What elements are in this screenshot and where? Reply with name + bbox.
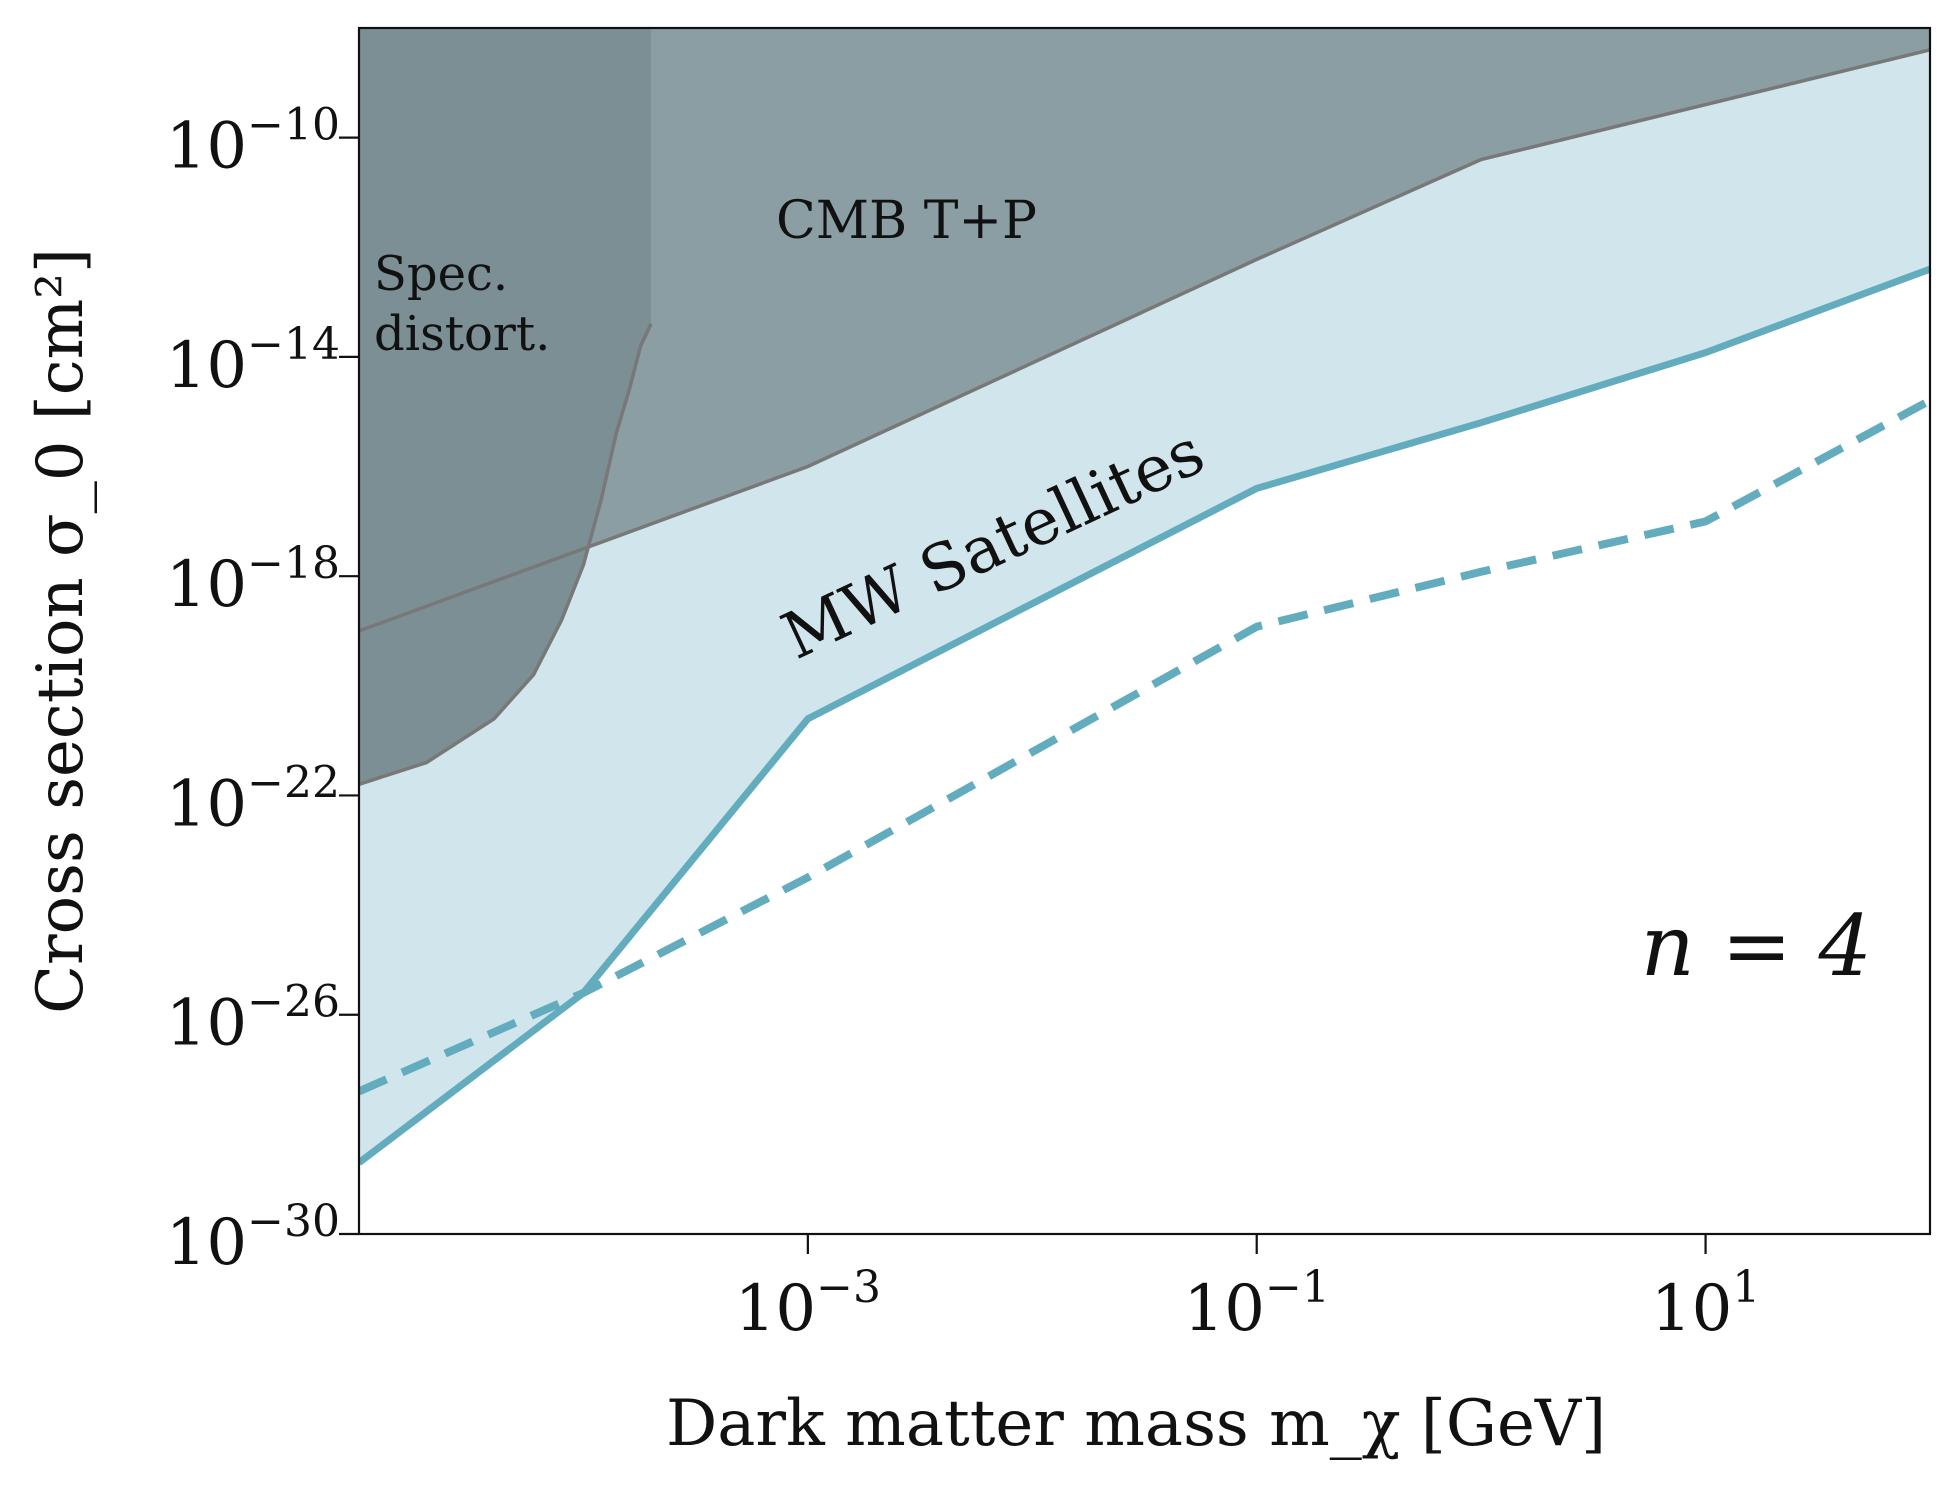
spectral-distortion-fill [359, 28, 651, 785]
x-tick-label: 101 [1651, 1262, 1760, 1346]
y-tick-label: 10−26 [166, 977, 340, 1061]
plot-layer [359, 28, 1930, 1166]
n-annotation: n = 4 [1641, 897, 1872, 995]
y-tick-label: 10−22 [166, 757, 340, 841]
cmb-boundary-line [359, 48, 1930, 633]
y-tick-label: 10−18 [166, 538, 340, 622]
y-tick-label: 10−10 [166, 100, 340, 184]
x-tick-label: 10−1 [1184, 1262, 1330, 1346]
y-axis-label: Cross section σ_0 [cm²] [24, 248, 98, 1014]
mw-satellites-line [359, 265, 1930, 1166]
cmb-region-fill [359, 28, 1930, 631]
spectral-distortion-label: Spec. distort. [374, 246, 550, 362]
x-axis-label: Dark matter mass m_χ [GeV] [666, 1387, 1606, 1461]
y-tick-label: 10−30 [166, 1196, 340, 1280]
plot-frame [357, 26, 1932, 1236]
axes-layer: 10−3 10−1 101 10−10 10−14 10−18 10−22 10−26 10−3… [166, 100, 1761, 1346]
x-tick-label: 10−3 [735, 1262, 881, 1346]
cmb-region-label: CMB T+P [776, 191, 1037, 251]
spectral-distortion-boundary-line [359, 323, 653, 786]
y-tick-label: 10−14 [166, 319, 340, 403]
